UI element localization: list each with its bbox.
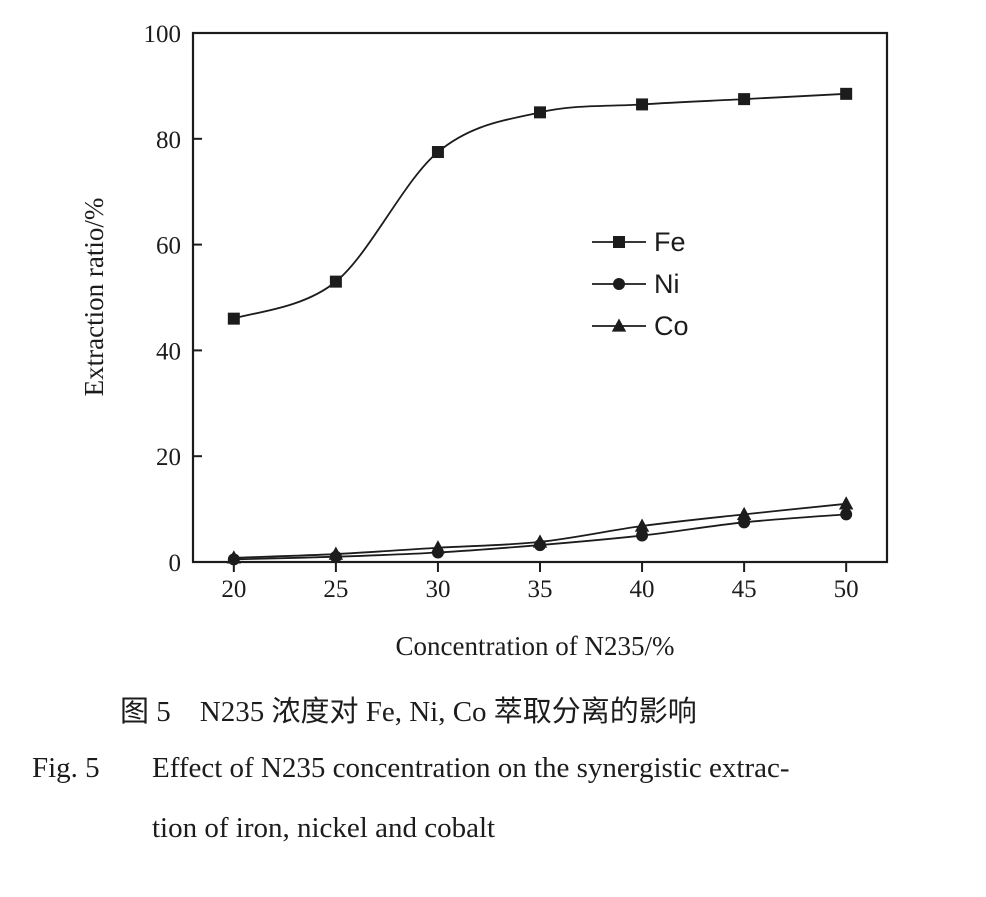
data-point-co	[532, 534, 548, 548]
data-point-ni	[636, 529, 649, 542]
data-point-co	[226, 550, 242, 564]
data-point-co	[634, 518, 650, 532]
y-tick-label: 60	[156, 233, 181, 260]
figure-caption-english-line2: tion of iron, nickel and cobalt	[152, 812, 496, 844]
data-point-fe	[840, 87, 853, 100]
y-tick-label: 40	[156, 338, 181, 365]
y-axis-ticks: 0 20 40 60 80 100	[144, 21, 202, 577]
y-axis-title: Extraction ratio/%	[79, 198, 109, 397]
x-tick-label: 30	[425, 576, 450, 603]
data-point-co	[328, 546, 344, 560]
data-point-fe	[329, 275, 342, 288]
x-axis-ticks: 20 25 30 35 40 45 50	[221, 562, 859, 603]
figure-caption-chinese: 图 5 N235 浓度对 Fe, Ni, Co 萃取分离的影响	[120, 696, 697, 728]
x-tick-label: 35	[528, 576, 553, 603]
data-point-co	[736, 506, 752, 521]
y-tick-label: 0	[169, 550, 182, 577]
x-tick-label: 20	[221, 576, 246, 603]
chart: 0 20 40 60 80 100 20 25 30 35 40 45 50 Fe Ni Co Conce…	[79, 21, 889, 661]
data-point-co	[838, 496, 854, 510]
y-tick-label: 20	[156, 444, 181, 471]
series-markers	[226, 87, 854, 566]
data-point-fe	[738, 93, 751, 106]
figure-number: Fig. 5	[32, 752, 100, 784]
legend-label-co: Co	[654, 311, 689, 341]
legend-marker-ni	[613, 278, 625, 290]
data-point-fe	[534, 106, 546, 119]
data-point-ni	[840, 508, 853, 521]
x-axis-title: Concentration of N235/%	[396, 631, 675, 661]
legend-marker-fe	[613, 236, 625, 248]
data-point-fe	[227, 312, 240, 325]
x-tick-label: 50	[834, 576, 859, 603]
legend-label-fe: Fe	[654, 227, 686, 257]
x-tick-label: 25	[323, 576, 348, 603]
series-lines	[233, 92, 847, 561]
legend-label-ni: Ni	[654, 269, 680, 299]
legend: Fe Ni Co	[592, 227, 689, 341]
data-point-fe	[431, 146, 444, 159]
series-line-fe	[233, 92, 847, 320]
data-point-co	[430, 540, 446, 554]
x-tick-label: 40	[630, 576, 655, 603]
y-tick-label: 80	[156, 127, 181, 154]
data-point-fe	[636, 98, 649, 111]
x-tick-label: 45	[732, 576, 757, 603]
figure-caption-english-line1: Effect of N235 concentration on the syne…	[152, 752, 790, 784]
y-tick-label: 100	[144, 21, 182, 48]
legend-marker-co	[611, 318, 627, 332]
